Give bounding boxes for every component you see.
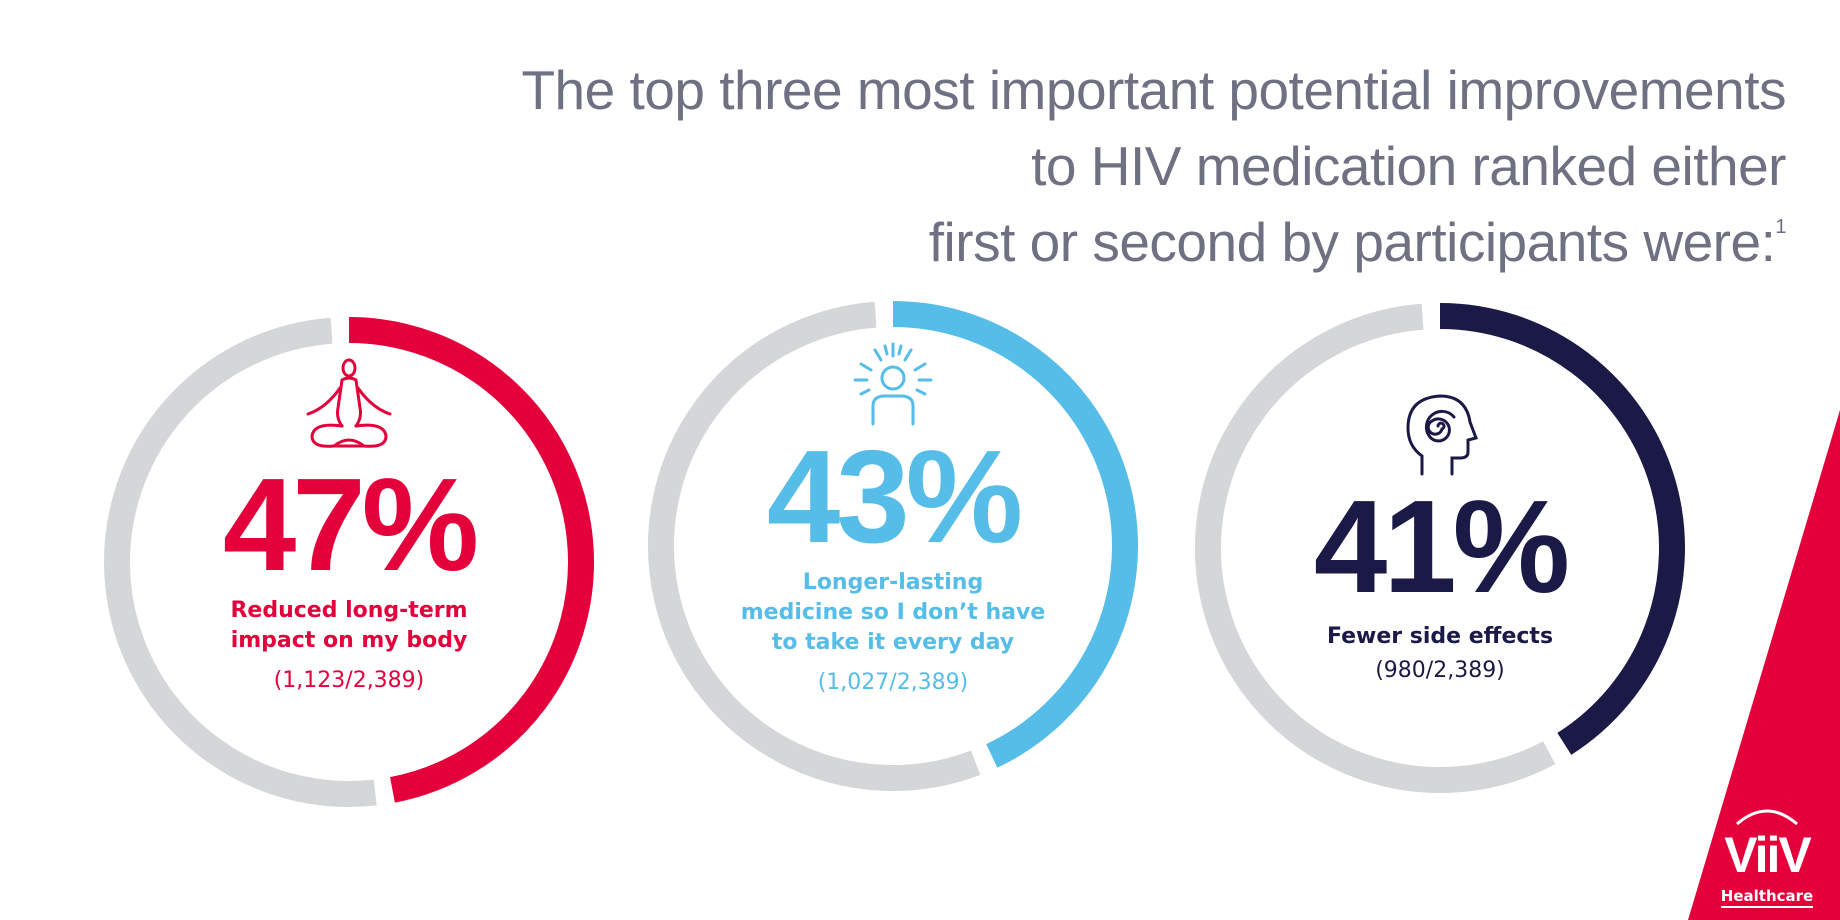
meditation-icon bbox=[306, 358, 392, 448]
stat-value: 47% bbox=[222, 451, 479, 598]
stat-label-line: impact on my body bbox=[230, 628, 468, 653]
ring-value-arc bbox=[892, 301, 1138, 768]
stat-label-line: medicine so I don’t have bbox=[740, 600, 1046, 625]
stat-label-line: Longer-lasting bbox=[802, 570, 984, 595]
ring-value-arc bbox=[1439, 303, 1685, 755]
stat-block-body-impact: 47% Reduced long-term impact on my body … bbox=[129, 358, 569, 698]
logo-sub: Healthcare bbox=[1720, 886, 1814, 908]
radiant-person-icon bbox=[853, 342, 933, 426]
title-line-3: first or second by participants were:1 bbox=[928, 211, 1787, 273]
stat-block-side-effects: 41% Fewer side effects (980/2,389) bbox=[1220, 392, 1660, 688]
stat-label-line: to take it every day bbox=[771, 630, 1015, 655]
stat-value: 43% bbox=[766, 423, 1023, 570]
stat-fraction: (1,027/2,389) bbox=[817, 670, 969, 695]
viiv-logo: ViiV Healthcare bbox=[1712, 804, 1822, 908]
footnote-ref: 1 bbox=[1775, 216, 1786, 238]
stat-fraction: (1,123/2,389) bbox=[273, 668, 425, 693]
ring-track bbox=[1195, 303, 1556, 793]
stat-label-line: Fewer side effects bbox=[1326, 624, 1554, 649]
stat-label-line: Reduced long-term bbox=[230, 598, 468, 623]
ring-track bbox=[648, 301, 981, 791]
ring-track bbox=[104, 317, 377, 807]
title-line-1: The top three most important potential i… bbox=[521, 59, 1786, 121]
page-title: The top three most important potential i… bbox=[521, 52, 1786, 280]
logo-brand: ViiV bbox=[1724, 827, 1812, 883]
title-line-2: to HIV medication ranked either bbox=[1031, 135, 1786, 197]
ring-value-arc bbox=[348, 317, 594, 803]
stat-block-longer-lasting: 43% Longer-lasting medicine so I don’t h… bbox=[673, 340, 1113, 700]
head-spiral-icon bbox=[1406, 394, 1478, 476]
stat-value: 41% bbox=[1313, 473, 1570, 620]
logo-arc bbox=[1736, 809, 1798, 826]
stat-fraction: (980/2,389) bbox=[1375, 658, 1505, 683]
